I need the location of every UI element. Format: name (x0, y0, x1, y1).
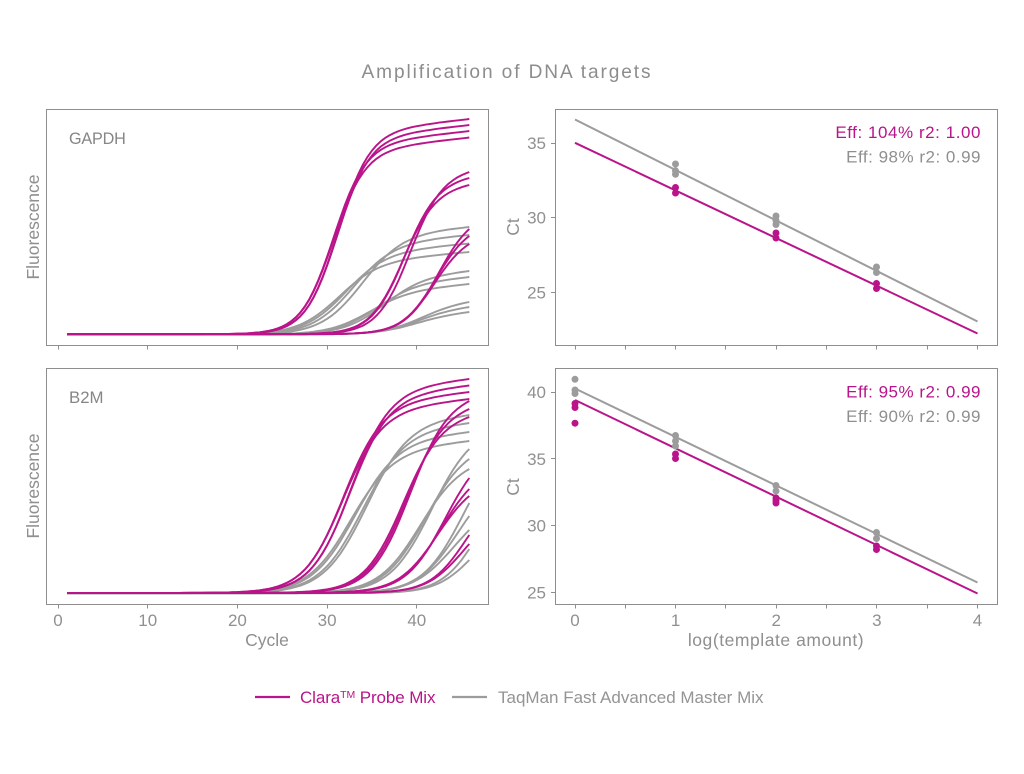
svg-text:35: 35 (527, 450, 546, 469)
svg-text:Eff: 90% r2: 0.99: Eff: 90% r2: 0.99 (846, 407, 981, 426)
svg-text:4: 4 (973, 611, 982, 630)
svg-text:GAPDH: GAPDH (69, 130, 126, 148)
svg-text:Ct: Ct (503, 478, 523, 496)
svg-text:Eff: 95% r2: 0.99: Eff: 95% r2: 0.99 (846, 383, 981, 402)
svg-text:1: 1 (671, 611, 680, 630)
svg-text:3: 3 (872, 611, 881, 630)
svg-text:TaqMan Fast Advanced Master Mi: TaqMan Fast Advanced Master Mix (498, 688, 764, 707)
svg-text:B2M: B2M (69, 388, 104, 407)
svg-text:Eff: 98% r2: 0.99: Eff: 98% r2: 0.99 (846, 148, 981, 167)
svg-text:40: 40 (527, 383, 546, 402)
svg-text:Cycle: Cycle (245, 630, 289, 650)
svg-text:2: 2 (771, 611, 780, 630)
svg-text:10: 10 (138, 611, 157, 630)
svg-text:35: 35 (527, 134, 546, 153)
svg-text:0: 0 (570, 611, 579, 630)
svg-text:Fluorescence: Fluorescence (23, 433, 43, 538)
svg-text:0: 0 (53, 611, 62, 630)
svg-text:30: 30 (527, 517, 546, 536)
svg-text:ClaraTM Probe Mix: ClaraTM Probe Mix (300, 688, 436, 707)
svg-text:20: 20 (228, 611, 247, 630)
svg-text:Fluorescence: Fluorescence (23, 174, 43, 279)
svg-text:log(template amount): log(template amount) (688, 630, 864, 650)
svg-text:40: 40 (407, 611, 426, 630)
svg-text:30: 30 (318, 611, 337, 630)
svg-text:30: 30 (527, 209, 546, 228)
svg-text:25: 25 (527, 583, 546, 602)
svg-text:Eff: 104% r2: 1.00: Eff: 104% r2: 1.00 (835, 123, 981, 142)
svg-text:25: 25 (527, 284, 546, 303)
svg-text:Ct: Ct (503, 218, 523, 236)
svg-text:Amplification of DNA targets: Amplification of DNA targets (362, 62, 653, 83)
